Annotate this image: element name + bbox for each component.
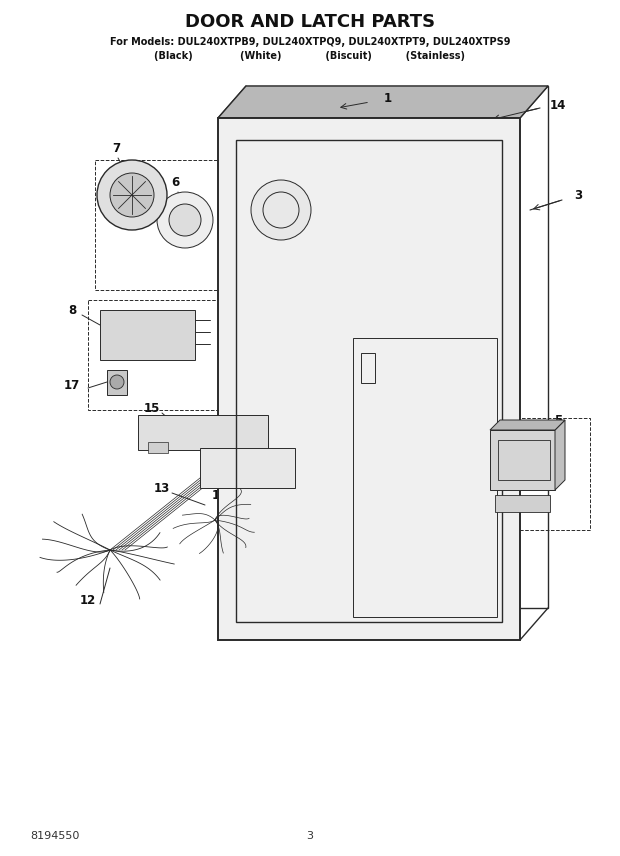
Text: 6: 6 bbox=[171, 175, 179, 188]
Text: 3: 3 bbox=[306, 831, 314, 841]
Text: 3: 3 bbox=[574, 188, 582, 201]
Circle shape bbox=[97, 160, 167, 230]
Polygon shape bbox=[490, 420, 565, 430]
Polygon shape bbox=[218, 118, 520, 640]
Text: 1: 1 bbox=[384, 92, 392, 104]
Text: 5: 5 bbox=[554, 413, 562, 426]
Text: 9: 9 bbox=[554, 455, 562, 468]
Text: 7: 7 bbox=[112, 141, 120, 154]
Text: 13: 13 bbox=[154, 482, 170, 495]
Polygon shape bbox=[218, 86, 548, 118]
Text: 8: 8 bbox=[68, 304, 76, 317]
Circle shape bbox=[110, 173, 154, 217]
Text: 17: 17 bbox=[64, 378, 80, 391]
Text: 16: 16 bbox=[212, 489, 228, 502]
Text: 14: 14 bbox=[550, 98, 566, 111]
Polygon shape bbox=[495, 495, 550, 512]
Text: 12: 12 bbox=[80, 593, 96, 607]
Circle shape bbox=[110, 375, 124, 389]
Text: DOOR AND LATCH PARTS: DOOR AND LATCH PARTS bbox=[185, 13, 435, 31]
Polygon shape bbox=[107, 370, 127, 395]
Circle shape bbox=[157, 192, 213, 248]
Polygon shape bbox=[100, 310, 195, 360]
Polygon shape bbox=[138, 415, 268, 450]
Text: eReplacementParts.com: eReplacementParts.com bbox=[223, 483, 360, 493]
Polygon shape bbox=[490, 430, 555, 490]
Text: (Black)              (White)             (Biscuit)          (Stainless): (Black) (White) (Biscuit) (Stainless) bbox=[154, 51, 466, 61]
Polygon shape bbox=[200, 448, 295, 488]
Polygon shape bbox=[148, 442, 168, 453]
Circle shape bbox=[251, 180, 311, 240]
Text: For Models: DUL240XTPB9, DUL240XTPQ9, DUL240XTPT9, DUL240XTPS9: For Models: DUL240XTPB9, DUL240XTPQ9, DU… bbox=[110, 37, 510, 47]
Text: 15: 15 bbox=[144, 401, 160, 414]
Text: 8194550: 8194550 bbox=[30, 831, 79, 841]
Polygon shape bbox=[555, 420, 565, 490]
Circle shape bbox=[169, 204, 201, 236]
